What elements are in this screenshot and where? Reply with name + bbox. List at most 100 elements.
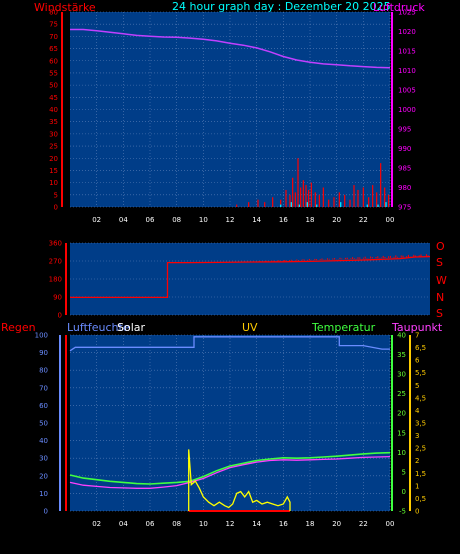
- environment-axes: 0102030405060708090100-50510152025303540…: [35, 332, 427, 529]
- wind-direction-series: [70, 254, 431, 299]
- wind-tick-label: 10: [49, 179, 58, 187]
- x-tick-label: 08: [172, 216, 181, 224]
- temperature-tick-label: 25: [397, 390, 406, 398]
- wind-tick-label: 80: [49, 9, 58, 17]
- solar-label: Solar: [117, 321, 146, 334]
- x-tick-label: 22: [359, 520, 368, 528]
- x-tick-label: 04: [119, 216, 128, 224]
- wind-tick-label: 70: [49, 33, 58, 41]
- temperature-tick-label: 35: [397, 351, 406, 359]
- humidity-line: [69, 336, 390, 352]
- direction-tick-label: 90: [53, 294, 62, 302]
- direction-tick-label: 270: [49, 258, 62, 266]
- pressure-tick-label: 1025: [398, 9, 416, 17]
- humidity-tick-label: 80: [39, 367, 48, 375]
- x-tick-label: 20: [332, 216, 341, 224]
- wind-tick-label: 50: [49, 82, 58, 90]
- x-tick-label: 16: [279, 216, 288, 224]
- wind-tick-label: 60: [49, 57, 58, 65]
- uv-tick-label: 6: [415, 357, 420, 365]
- direction-tick-label: 360: [49, 240, 62, 248]
- wind-tick-label: 65: [49, 45, 58, 53]
- uv-tick-label: 1,5: [415, 470, 426, 478]
- humidity-label: Luftfeuchte: [67, 321, 130, 334]
- compass-label: O: [436, 240, 445, 253]
- direction-tick-label: 0: [58, 312, 62, 320]
- x-tick-label: 18: [306, 520, 315, 528]
- wind-tick-label: 0: [54, 204, 58, 212]
- environment-grid: [70, 334, 391, 512]
- uv-tick-label: 0,5: [415, 495, 426, 503]
- humidity-tick-label: 90: [39, 349, 48, 357]
- pressure-tick-label: 1005: [398, 87, 416, 95]
- x-tick-label: 12: [226, 520, 235, 528]
- compass-label: W: [436, 274, 447, 287]
- wind-tick-label: 5: [54, 191, 58, 199]
- uv-tick-label: 0: [415, 508, 419, 516]
- wind-pressure-axes: 0510152025303540455055606570758097598098…: [49, 9, 416, 225]
- x-tick-label: 16: [279, 520, 288, 528]
- compass-label: S: [436, 256, 443, 269]
- x-tick-label: 14: [252, 520, 261, 528]
- wind-tick-label: 40: [49, 106, 58, 114]
- wind-axis-title: Windstärke: [34, 1, 96, 14]
- uv-tick-label: 7: [415, 332, 419, 340]
- x-tick-label: 00: [386, 520, 395, 528]
- temperature-tick-label: 10: [397, 449, 406, 457]
- uv-tick-label: 4,5: [415, 394, 426, 402]
- wind-tick-label: 30: [49, 130, 58, 138]
- temperature-tick-label: 5: [402, 468, 406, 476]
- uv-tick-label: 3: [415, 432, 419, 440]
- wind-pressure-series: [70, 28, 391, 207]
- pressure-tick-label: 985: [398, 165, 411, 173]
- humidity-tick-label: 20: [39, 472, 48, 480]
- pressure-line: [70, 28, 391, 69]
- temperature-tick-label: -5: [399, 508, 406, 516]
- pressure-tick-label: 1015: [398, 48, 416, 56]
- wind-tick-label: 75: [49, 21, 58, 29]
- x-tick-label: 18: [306, 216, 315, 224]
- compass-label: S: [436, 307, 443, 320]
- wind-tick-label: 20: [49, 155, 58, 163]
- wind-tick-label: 15: [49, 167, 58, 175]
- x-tick-label: 06: [146, 216, 155, 224]
- uv-tick-label: 2: [415, 457, 419, 465]
- x-tick-label: 14: [252, 216, 261, 224]
- x-tick-label: 04: [119, 520, 128, 528]
- humidity-tick-label: 100: [35, 332, 48, 340]
- humidity-tick-label: 0: [44, 508, 48, 516]
- uv-tick-label: 5: [415, 382, 419, 390]
- page-title: 24 hour graph day : Dezember 20 2025: [172, 0, 391, 13]
- compass-label: N: [436, 291, 444, 304]
- x-tick-label: 02: [92, 520, 101, 528]
- uv-tick-label: 6,5: [415, 344, 426, 352]
- x-tick-label: 02: [92, 216, 101, 224]
- pressure-tick-label: 995: [398, 126, 411, 134]
- x-tick-label: 20: [332, 520, 341, 528]
- x-tick-label: 12: [226, 216, 235, 224]
- uv-tick-label: 4: [415, 407, 420, 415]
- pressure-tick-label: 975: [398, 204, 411, 212]
- x-tick-label: 22: [359, 216, 368, 224]
- pressure-tick-label: 1000: [398, 106, 416, 114]
- x-tick-label: 06: [146, 520, 155, 528]
- temperature-line: [69, 451, 391, 485]
- wind-direction-line: [70, 255, 431, 299]
- temperature-label: Temperatur: [311, 321, 376, 334]
- wind-tick-label: 55: [49, 69, 58, 77]
- solar-line: [188, 449, 291, 511]
- humidity-tick-label: 40: [39, 437, 48, 445]
- direction-tick-label: 180: [49, 276, 62, 284]
- pressure-tick-label: 1010: [398, 67, 416, 75]
- temperature-tick-label: 30: [397, 371, 406, 379]
- x-tick-label: 08: [172, 520, 181, 528]
- uv-tick-label: 1: [415, 482, 419, 490]
- pressure-tick-label: 990: [398, 145, 411, 153]
- dewpoint-label: Taupunkt: [391, 321, 443, 334]
- humidity-tick-label: 60: [39, 402, 48, 410]
- wind-pressure-grid: [70, 11, 391, 208]
- uv-tick-label: 5,5: [415, 369, 426, 377]
- humidity-tick-label: 30: [39, 455, 48, 463]
